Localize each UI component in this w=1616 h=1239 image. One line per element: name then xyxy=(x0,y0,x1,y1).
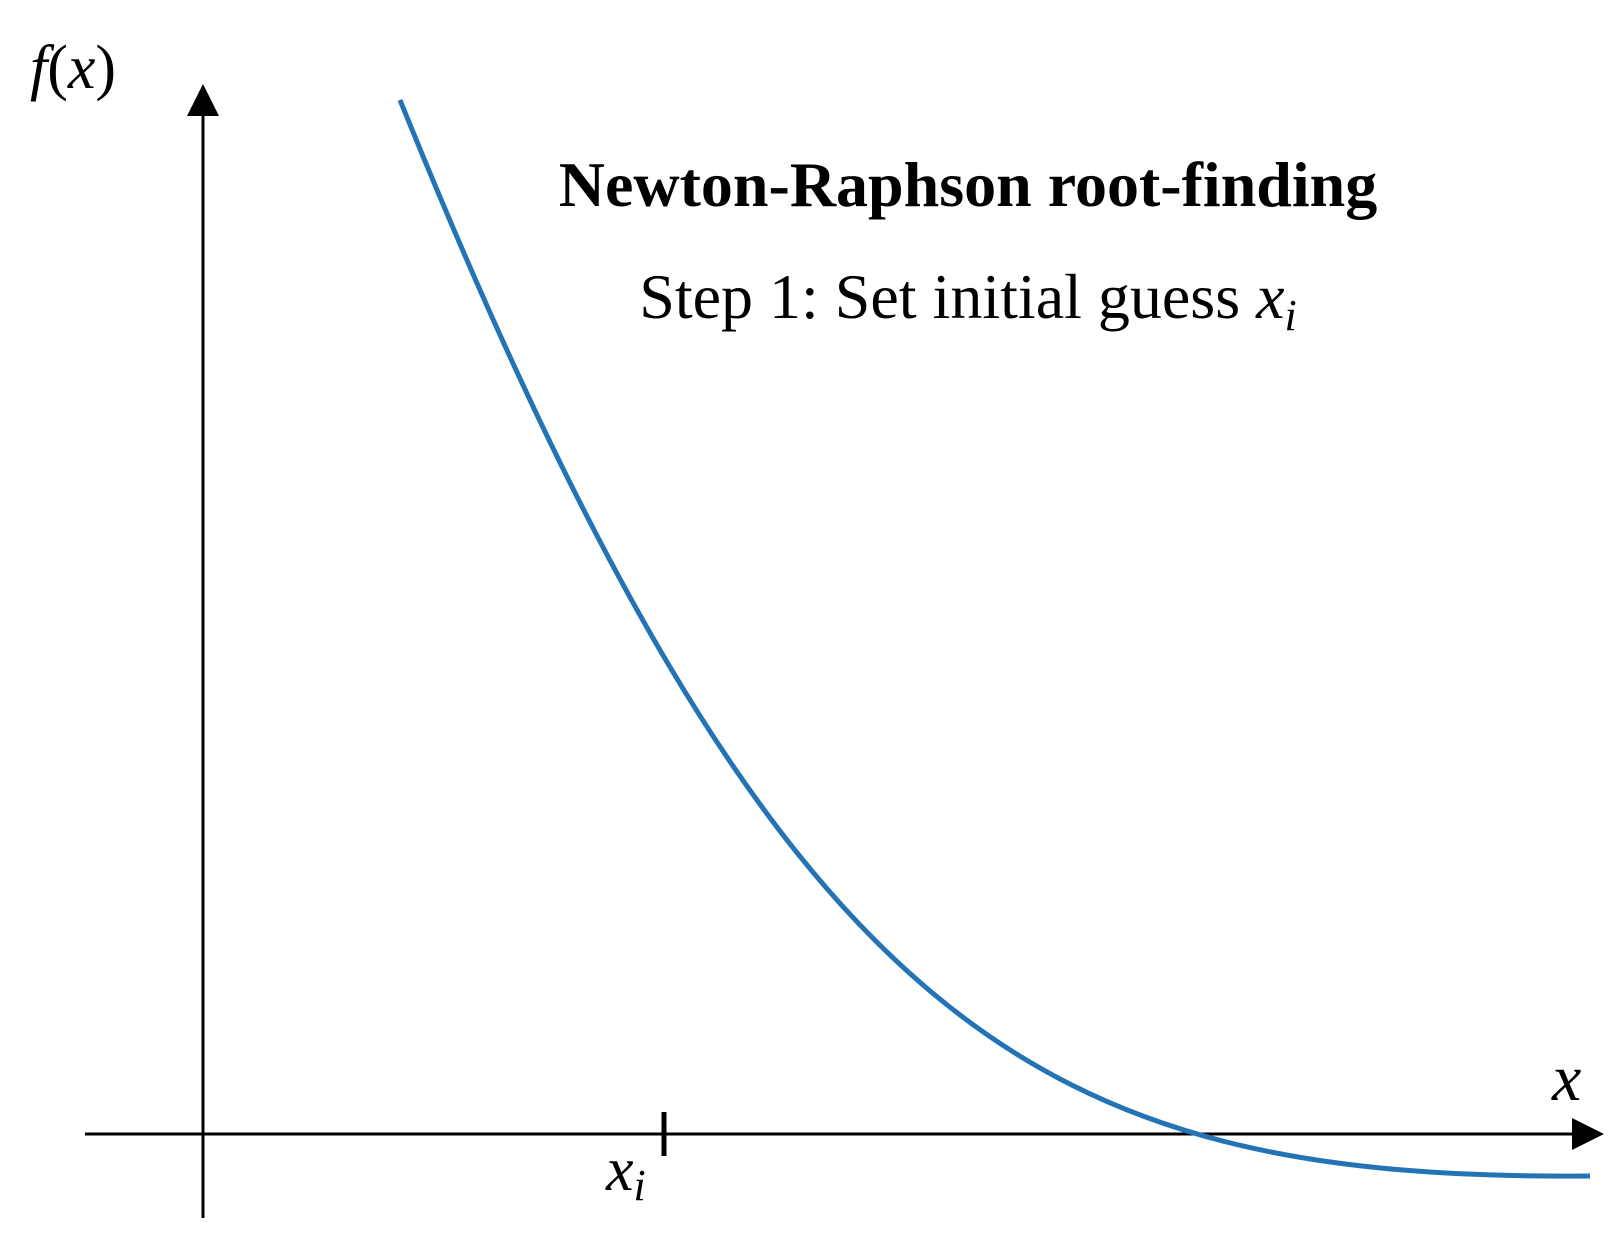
y-axis-arrowhead xyxy=(187,84,219,116)
subtitle-var: x xyxy=(1255,261,1284,332)
y-label-close: ) xyxy=(95,34,116,102)
subtitle-text: Step 1: Set initial guess xyxy=(639,261,1256,332)
y-label-open: ( xyxy=(47,34,68,102)
tick-label-sub: i xyxy=(634,1161,646,1210)
tick-label: xi xyxy=(605,1136,646,1210)
subtitle-sub: i xyxy=(1285,291,1297,340)
y-label-var: x xyxy=(67,34,96,102)
chart-subtitle: Step 1: Set initial guess xi xyxy=(639,261,1297,340)
function-curve xyxy=(397,99,1591,1179)
chart-title: Newton-Raphson root-finding xyxy=(559,149,1378,220)
tick-label-var: x xyxy=(605,1136,634,1204)
y-axis-label: f(x) xyxy=(30,34,116,102)
x-axis-arrowhead xyxy=(1572,1118,1604,1150)
x-axis-label: x xyxy=(1551,1042,1581,1115)
